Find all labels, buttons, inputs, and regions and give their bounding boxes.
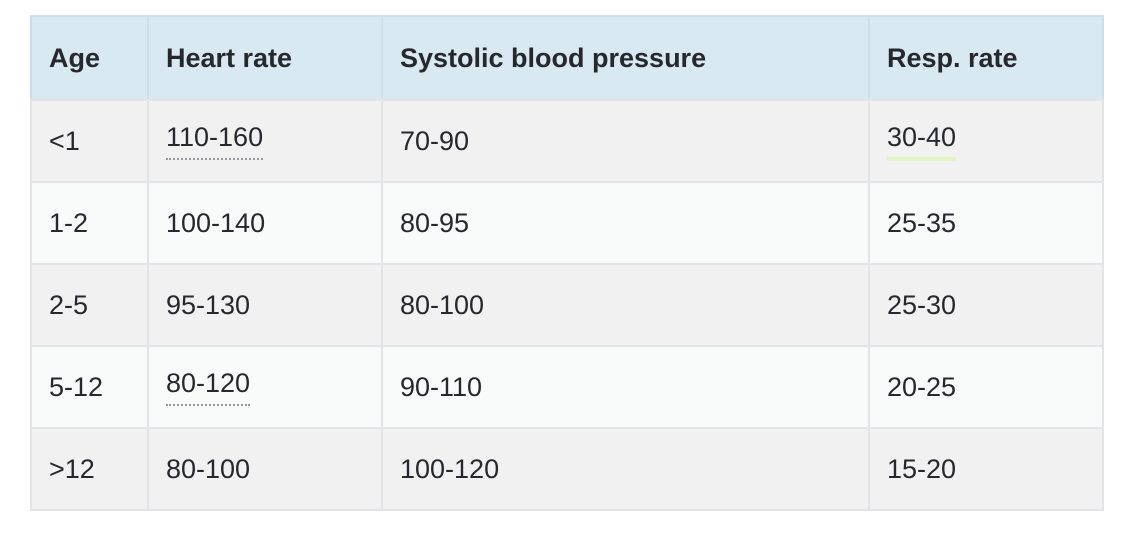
header-row: Age Heart rate Systolic blood pressure R… [30, 15, 1104, 101]
table-row-1-2: 1-2 100-140 80-95 25-35 [30, 181, 1104, 265]
cell-resp-rate: 15-20 [868, 427, 1104, 511]
table-row-2-5: 2-5 95-130 80-100 25-30 [30, 263, 1104, 347]
cell-resp-rate: 25-30 [868, 263, 1104, 347]
cell-heart-rate: 80-120 [147, 345, 383, 429]
cell-age: 2-5 [30, 263, 149, 347]
column-header-heart-rate: Heart rate [147, 15, 383, 101]
tooltip-term[interactable]: 80-120 [166, 368, 251, 406]
cell-heart-rate: 95-130 [147, 263, 383, 347]
vital-signs-table: Age Heart rate Systolic blood pressure R… [30, 15, 1104, 511]
cell-systolic: 80-95 [381, 181, 870, 265]
cell-heart-rate: 100-140 [147, 181, 383, 265]
cell-age: >12 [30, 427, 149, 511]
cell-systolic: 70-90 [381, 99, 870, 183]
cell-resp-rate: 25-35 [868, 181, 1104, 265]
table-row-5-12: 5-12 80-120 90-110 20-25 [30, 345, 1104, 429]
column-header-systolic-blood-pressure: Systolic blood pressure [381, 15, 870, 101]
cell-systolic: 100-120 [381, 427, 870, 511]
column-header-resp-rate: Resp. rate [868, 15, 1104, 101]
cell-age: <1 [30, 99, 149, 183]
cell-systolic: 90-110 [381, 345, 870, 429]
table-row-under-1: <1 110-160 70-90 30-40 [30, 99, 1104, 183]
highlighted-value: 30-40 [887, 122, 957, 161]
cell-systolic: 80-100 [381, 263, 870, 347]
table-row-over-12: >12 80-100 100-120 15-20 [30, 427, 1104, 511]
cell-heart-rate: 110-160 [147, 99, 383, 183]
cell-age: 1-2 [30, 181, 149, 265]
cell-heart-rate: 80-100 [147, 427, 383, 511]
cell-resp-rate: 30-40 [868, 99, 1104, 183]
cell-resp-rate: 20-25 [868, 345, 1104, 429]
column-header-age: Age [30, 15, 149, 101]
tooltip-term[interactable]: 110-160 [166, 122, 264, 160]
cell-age: 5-12 [30, 345, 149, 429]
page-content: Age Heart rate Systolic blood pressure R… [30, 15, 1104, 511]
